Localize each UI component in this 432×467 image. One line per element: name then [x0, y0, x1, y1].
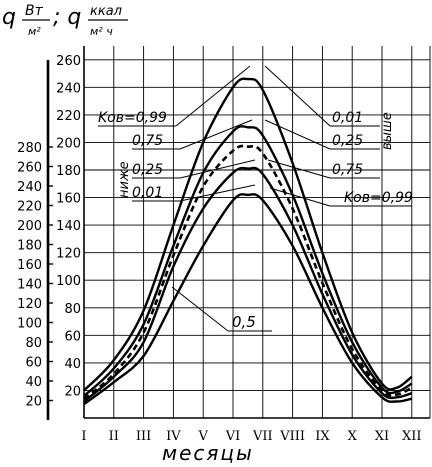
- annot-median: 0,5: [232, 313, 256, 331]
- y-left-tick-label: 100: [17, 317, 42, 332]
- y-left-tick-label: 20: [25, 395, 42, 410]
- x-tick-label: VI: [225, 429, 241, 444]
- series-line-0-01: [83, 77, 413, 392]
- leader-median: [171, 286, 229, 332]
- x-tick-label: X: [348, 429, 358, 444]
- y-left-tick-label: 280: [17, 141, 42, 156]
- annot-left-1: Kов=0,99: [98, 110, 167, 126]
- x-tick-label: VIII: [279, 429, 305, 444]
- x-tick-label: V: [198, 429, 209, 444]
- right-annotations: 0,01 0,25 0,75 Kов=0,99 выше: [332, 110, 413, 206]
- annot-left-3: 0,25: [132, 162, 163, 178]
- y-right-tick-label: 60: [64, 329, 81, 344]
- annot-right-word: выше: [380, 112, 395, 150]
- leader-left-4: [179, 184, 256, 202]
- y-right-tick-label: 20: [64, 384, 81, 399]
- x-axis-title: месяцы: [162, 441, 254, 465]
- series-line-0-99: [83, 193, 413, 406]
- y-left-tick-label: 80: [25, 336, 42, 351]
- leader-right-2: [264, 119, 331, 150]
- y-left-tick-label: 200: [17, 219, 42, 234]
- x-tick-label: II: [109, 429, 119, 444]
- y-right-tick-label: 140: [56, 219, 81, 234]
- series-line-0-5: [83, 144, 413, 400]
- y-right-tick-label: 160: [56, 192, 81, 207]
- left-annotations: Kов=0,99 0,75 0,25 0,01 ниже: [98, 110, 167, 201]
- series-lines: [83, 77, 413, 406]
- leader-left-2: [179, 119, 253, 150]
- grid: [83, 46, 431, 419]
- y-right-tick-label: 200: [56, 136, 81, 151]
- leader-right-1: [264, 65, 331, 127]
- leader-left-1: [175, 65, 251, 127]
- axes: [46, 46, 430, 420]
- y-unit2-denominator: м² ч: [90, 25, 113, 38]
- y-left-tick-label: 40: [25, 375, 42, 390]
- leader-left-3: [179, 159, 256, 179]
- y-label-q: q: [2, 5, 16, 30]
- annot-left-4: 0,01: [132, 185, 163, 201]
- x-tick-label: IX: [315, 429, 330, 444]
- y-right-tick-label: 260: [56, 54, 81, 69]
- x-tick-label: IV: [166, 429, 181, 444]
- y-right-tick-label: 220: [56, 109, 81, 124]
- annot-right-3: 0,75: [332, 162, 363, 178]
- x-tick-label: XI: [375, 429, 389, 444]
- y-left-tick-label: 240: [17, 180, 42, 195]
- y-left-tick-label: 260: [17, 161, 42, 176]
- y-left-tick-label: 140: [17, 278, 42, 293]
- y-left-tick-label: 160: [17, 258, 42, 273]
- annot-right-1: 0,01: [332, 110, 363, 126]
- y-left-tick-label: 180: [17, 239, 42, 254]
- annot-right-2: 0,25: [332, 133, 363, 149]
- y-axis-title: q Вт м² ; q ккал м² ч: [2, 3, 128, 38]
- annot-left-word: ниже: [117, 161, 132, 198]
- y-right-tick-label: 240: [56, 81, 81, 96]
- y-right-tick-label: 180: [56, 164, 81, 179]
- y-unit2-numerator: ккал: [90, 4, 122, 19]
- y-unit1-numerator: Вт: [25, 3, 44, 19]
- leader-right-3: [267, 159, 331, 179]
- y-right-tick-label: 120: [56, 247, 81, 262]
- y-right-tick-label: 80: [64, 302, 81, 317]
- leader-lines: [98, 65, 412, 332]
- annot-right-4: Kов=0,99: [344, 190, 413, 206]
- y-right-tick-label: 100: [56, 274, 81, 289]
- y-left-tick-label: 220: [17, 200, 42, 215]
- x-tick-label: VII: [252, 429, 273, 444]
- leader-right-4: [269, 187, 331, 207]
- y-unit1-denominator: м²: [28, 25, 41, 38]
- tick-labels: I II III IV V VI VII VIII IX X XI XII20406080100120…: [17, 54, 421, 444]
- y-left-tick-label: 60: [25, 356, 42, 371]
- series-line-0-75: [83, 166, 413, 403]
- annot-left-2: 0,75: [132, 133, 163, 149]
- y-label-sep: ; q: [53, 5, 81, 30]
- x-tick-label: I: [81, 429, 86, 444]
- series-line-0-25: [83, 125, 413, 397]
- y-left-tick-label: 120: [17, 297, 42, 312]
- y-right-tick-label: 40: [64, 357, 81, 372]
- x-tick-label: III: [136, 429, 151, 444]
- x-tick-label: XII: [402, 429, 422, 444]
